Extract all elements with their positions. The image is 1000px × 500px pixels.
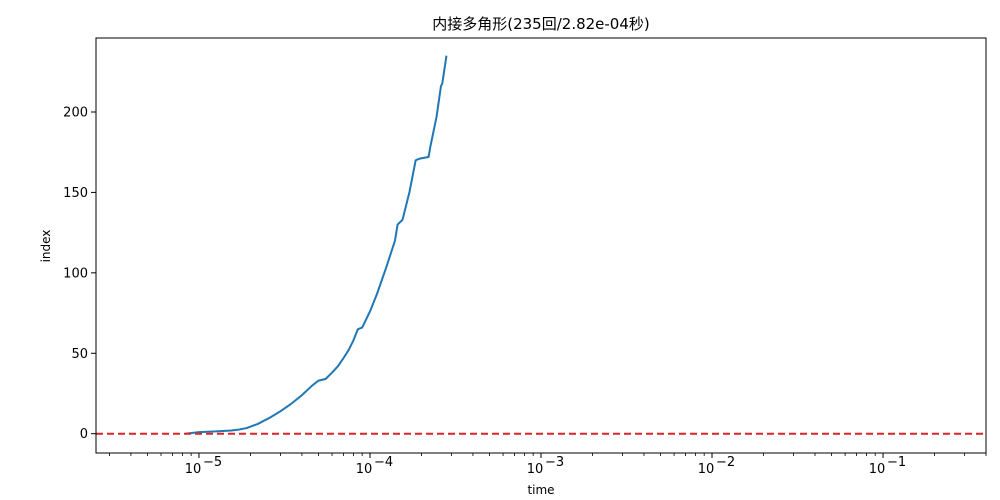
x-tick-exponent: −4: [374, 455, 393, 470]
x-tick-label: 10: [185, 462, 202, 477]
x-tick-base: 10: [527, 462, 544, 477]
y-tick-label: 0: [80, 427, 88, 442]
x-tick-label: 10: [527, 462, 544, 477]
series-line-0: [185, 55, 448, 435]
y-tick-label: 150: [63, 186, 88, 201]
x-tick-base: 10: [356, 462, 373, 477]
x-tick-exponent: −1: [887, 455, 906, 470]
x-tick-exponent: −5: [203, 455, 222, 470]
x-tick-base: 10: [185, 462, 202, 477]
x-tick-label: 10: [698, 462, 715, 477]
y-tick-label: 100: [63, 266, 88, 281]
x-tick-label: 10: [869, 462, 886, 477]
chart-title: 内接多角形(235回/2.82e-04秒): [432, 15, 650, 33]
x-tick-base: 10: [869, 462, 886, 477]
x-axis: 10 −5 10 −4 10 −3 10 −2 10 −1: [109, 453, 987, 477]
plot-area: [96, 55, 986, 435]
x-axis-label: time: [527, 483, 554, 497]
plot-frame: [95, 37, 987, 454]
x-tick-exponent: −3: [545, 455, 564, 470]
x-tick-exponent: −2: [716, 455, 735, 470]
y-tick-label: 50: [71, 347, 88, 362]
y-tick-label: 200: [63, 105, 88, 120]
x-tick-label: 10: [356, 462, 373, 477]
y-axis-label: index: [39, 230, 53, 263]
x-tick-base: 10: [698, 462, 715, 477]
y-axis: 0 50 100 150 200: [63, 105, 96, 442]
